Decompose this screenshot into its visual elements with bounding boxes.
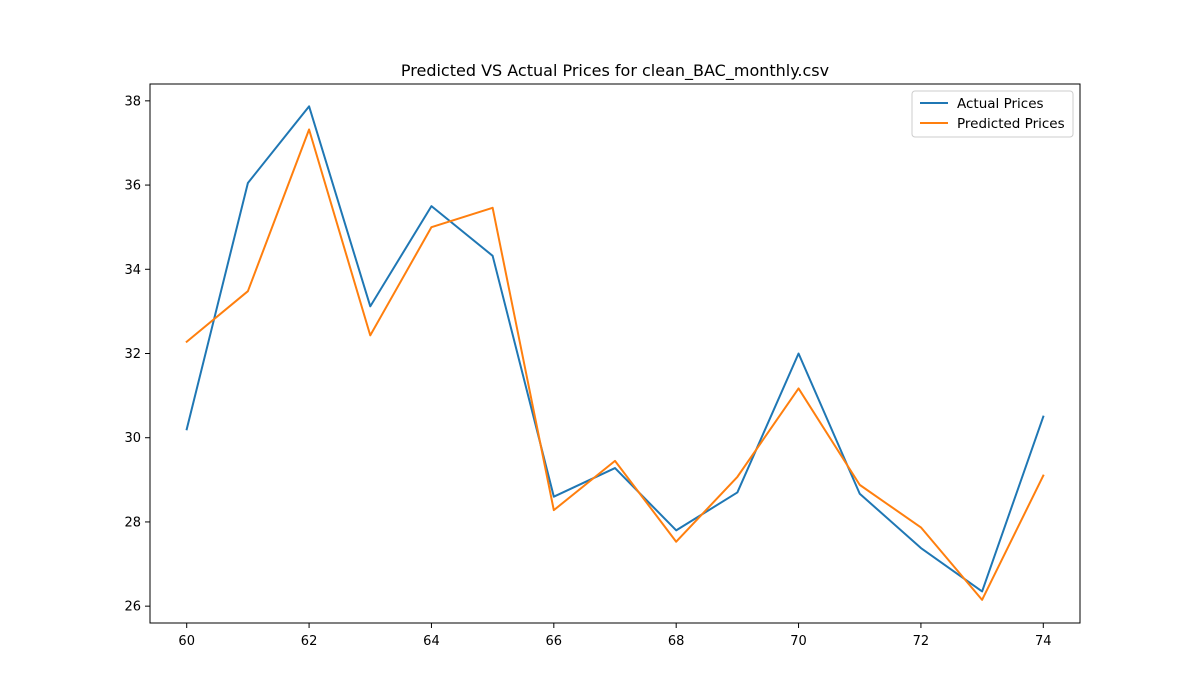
series-line-1 (185, 105, 1045, 593)
x-tick-label: 70 (790, 634, 807, 649)
y-tick-label: 38 (124, 94, 141, 109)
legend-box (911, 90, 1074, 138)
legend: Actual Prices Predicted Prices (911, 90, 1074, 138)
x-tick-label: 60 (178, 634, 195, 649)
y-tick-label: 36 (124, 179, 141, 194)
axes-frame (149, 83, 1081, 624)
legend-label: Predicted Prices (957, 116, 1065, 132)
x-tick-label: 64 (423, 634, 440, 649)
plot-area (185, 105, 1045, 601)
x-tick-label: 66 (546, 634, 563, 649)
y-tick-label: 26 (124, 600, 141, 615)
series-line-2 (185, 128, 1045, 601)
x-tick-label: 72 (913, 634, 930, 649)
x-tick-label: 74 (1035, 634, 1052, 649)
legend-label: Actual Prices (957, 96, 1044, 112)
x-tick-label: 68 (668, 634, 685, 649)
y-tick-label: 30 (124, 431, 141, 446)
y-tick-label: 34 (124, 263, 141, 278)
chart-title: Predicted VS Actual Prices for clean_BAC… (401, 61, 829, 81)
y-tick-label: 28 (124, 515, 141, 530)
axes: 60 62 64 66 68 70 72 74 26 28 30 32 34 36 38 (124, 83, 1081, 649)
y-tick-label: 32 (124, 347, 141, 362)
x-tick-label: 62 (301, 634, 318, 649)
